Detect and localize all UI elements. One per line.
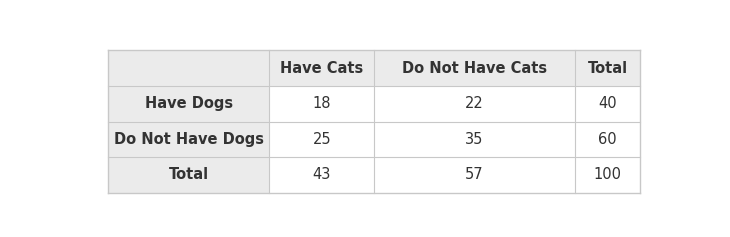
Text: Total: Total [169, 167, 209, 182]
Bar [269, 50, 374, 86]
Text: 25: 25 [312, 132, 331, 147]
Text: Do Not Have Dogs: Do Not Have Dogs [114, 132, 264, 147]
Bar [269, 122, 374, 157]
Bar [108, 122, 269, 157]
Text: 60: 60 [598, 132, 617, 147]
Text: 100: 100 [593, 167, 621, 182]
Text: 43: 43 [312, 167, 331, 182]
Bar [575, 50, 640, 86]
Bar [108, 86, 269, 122]
Bar [269, 157, 374, 193]
Bar [575, 122, 640, 157]
Text: Have Dogs: Have Dogs [145, 96, 233, 111]
Bar [374, 122, 575, 157]
Bar [575, 157, 640, 193]
Bar [374, 157, 575, 193]
Text: 40: 40 [598, 96, 617, 111]
Bar [374, 86, 575, 122]
Text: 18: 18 [312, 96, 331, 111]
Bar [108, 157, 269, 193]
Bar [269, 86, 374, 122]
Text: Total: Total [588, 61, 628, 76]
Text: Do Not Have Cats: Do Not Have Cats [402, 61, 547, 76]
Bar [374, 50, 575, 86]
Text: 22: 22 [465, 96, 484, 111]
Text: Have Cats: Have Cats [280, 61, 364, 76]
Text: 35: 35 [465, 132, 484, 147]
Bar [108, 50, 269, 86]
Text: 57: 57 [465, 167, 484, 182]
Bar [575, 86, 640, 122]
